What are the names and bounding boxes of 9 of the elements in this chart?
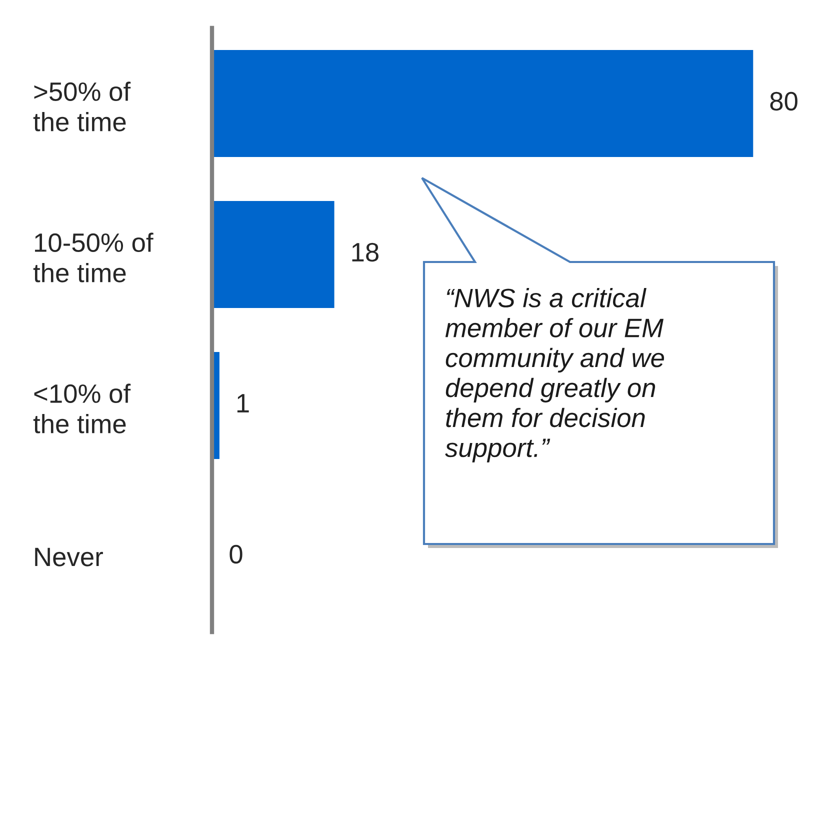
annotation: “NWS is a critical member of our EM community and we depend greatly on them for decision support.” xyxy=(445,288,664,462)
data-label: 1 xyxy=(237,394,249,412)
data-label: 80 xyxy=(770,92,798,111)
y-tick-label: >50% of the time xyxy=(33,82,131,132)
y-tick-label: Never xyxy=(35,548,103,566)
y-tick-label: <10% of the time xyxy=(33,384,131,434)
data-label: 0 xyxy=(230,544,242,564)
data-label: 18 xyxy=(352,242,378,262)
y-tick-label: 10-50% of the time xyxy=(33,232,154,282)
